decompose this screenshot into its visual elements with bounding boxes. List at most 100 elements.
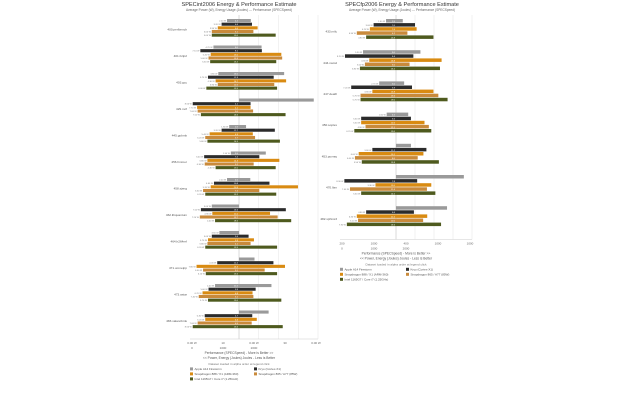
perf-bar [239,257,255,261]
perf-bar [239,181,270,185]
category-label: 456.hmmer [171,160,187,164]
perf-bar [239,72,285,76]
energy-value-label: 4.30 W [208,168,216,170]
energy-bar [208,56,239,60]
perf-value-label: 5.2 [235,164,239,166]
energy-value-label: 5.60 W [353,123,361,125]
energy-value-label: 5.00 W [204,206,212,208]
perf-bar [396,129,432,133]
perf-value-label: 16.6 [391,225,396,227]
energy-value-label: 4.20 W [362,29,370,31]
axis-tick-label: 0 [341,246,343,250]
perf-value-label: 15.0 [234,300,239,302]
perf-bar [396,54,414,58]
category-label: 470.lbm [326,186,337,190]
perf-bar [239,166,276,170]
perf-bar [239,261,274,265]
perf-value-label: 6.4 [392,56,396,58]
perf-value-label: 18.8 [391,208,396,210]
energy-bar [361,120,396,125]
legend-label: Snapdragon 888 / X1 (ARM-360) [345,272,389,276]
perf-value-label: 8.1 [235,51,239,53]
perf-value-label: 18.5 [234,221,239,223]
energy-value-label: 7.80 W [189,266,197,268]
legend-label: Snapdragon 888 / X1 (ARM-360) [195,372,239,376]
energy-value-label: 8.50 W [185,327,193,329]
energy-bar [356,31,396,35]
category-label: 444.namd [323,61,337,65]
perf-value-label: 13.0 [234,35,239,37]
specfp-chart: SPECfp2006 Energy & Performance Estimate… [320,2,473,281]
axis-tick-label: 0.00 W [249,341,259,345]
perf-bar [239,82,275,87]
perf-value-label: 13.8 [391,92,396,94]
energy-bar [354,129,396,133]
perf-value-label: 13.2 [234,62,239,64]
perf-bar [239,291,253,295]
energy-value-label: 6.70 W [346,131,354,133]
chart-title: SPECfp2006 Energy & Performance Estimate [345,2,459,8]
axis-tick-label: 2000 [251,346,258,350]
legend-swatch [340,272,343,276]
perf-value-label: 11.5 [234,286,239,288]
perf-bar [239,294,254,299]
axis-tick-label: 1000 [220,346,227,350]
perf-bar [239,219,292,223]
category-label: 473.astar [174,292,187,296]
energy-bar [361,191,396,195]
energy-bar [207,75,239,79]
perf-bar [396,210,414,214]
legend-label: Kryo (Cortex-X1) [411,267,434,271]
perf-value-label: 13.5 [234,274,239,276]
perf-bar [239,102,251,106]
perf-bar [396,183,432,187]
energy-bar [200,208,239,212]
perf-value-label: 4.2 [392,33,396,35]
energy-bar [351,85,396,89]
energy-value-label: 5.70 W [200,77,208,79]
energy-bar [211,33,239,37]
perf-value-label: 13.5 [234,88,239,90]
energy-bar [215,79,239,83]
legend-label: Kryo (Cortex-X1) [259,367,282,371]
energy-value-label: 7.00 W [193,115,201,117]
perf-bar [396,218,424,222]
perf-value-label: 12.5 [234,84,239,86]
category-label: 464.h264ref [170,239,187,243]
perf-value-label: 13.7 [234,217,239,219]
energy-bar [369,58,396,62]
energy-value-label: 5.30 W [202,62,210,64]
energy-bar [207,238,239,242]
perf-value-label: 4.7 [235,316,239,318]
energy-bar [364,62,396,66]
perf-value-label: 13.0 [391,131,396,133]
energy-value-label: 6.30 W [349,33,357,35]
perf-value-label: 14.5 [234,141,239,143]
category-label: 433.milc [325,30,337,34]
axis-tick-label: 1000 [435,241,442,245]
energy-bar [219,231,239,235]
perf-value-label: 5.5 [392,146,396,148]
perf-value-label: 4.1 [235,107,239,109]
energy-bar [204,162,239,166]
energy-value-label: 6.30 W [349,216,357,218]
energy-value-label: 6.70 W [195,293,203,295]
perf-bar [239,264,285,268]
perf-bar [239,105,251,109]
energy-bar [197,321,239,325]
energy-bar [372,89,396,94]
perf-bar [239,234,249,238]
energy-value-label: 5.70 W [353,96,361,98]
energy-value-label: 3.20 W [214,24,222,26]
energy-bar [361,160,396,164]
perf-bar [239,19,251,23]
perf-value-label: 15.3 [234,58,239,60]
perf-bar [239,268,265,272]
perf-value-label: 4.9 [235,134,239,136]
energy-value-label: 1.50 W [223,153,231,155]
energy-value-label: 6.40 W [196,157,204,159]
energy-value-label: 4.90 W [358,127,366,129]
energy-value-label: 3.30 W [368,185,376,187]
perf-bar [239,211,271,215]
